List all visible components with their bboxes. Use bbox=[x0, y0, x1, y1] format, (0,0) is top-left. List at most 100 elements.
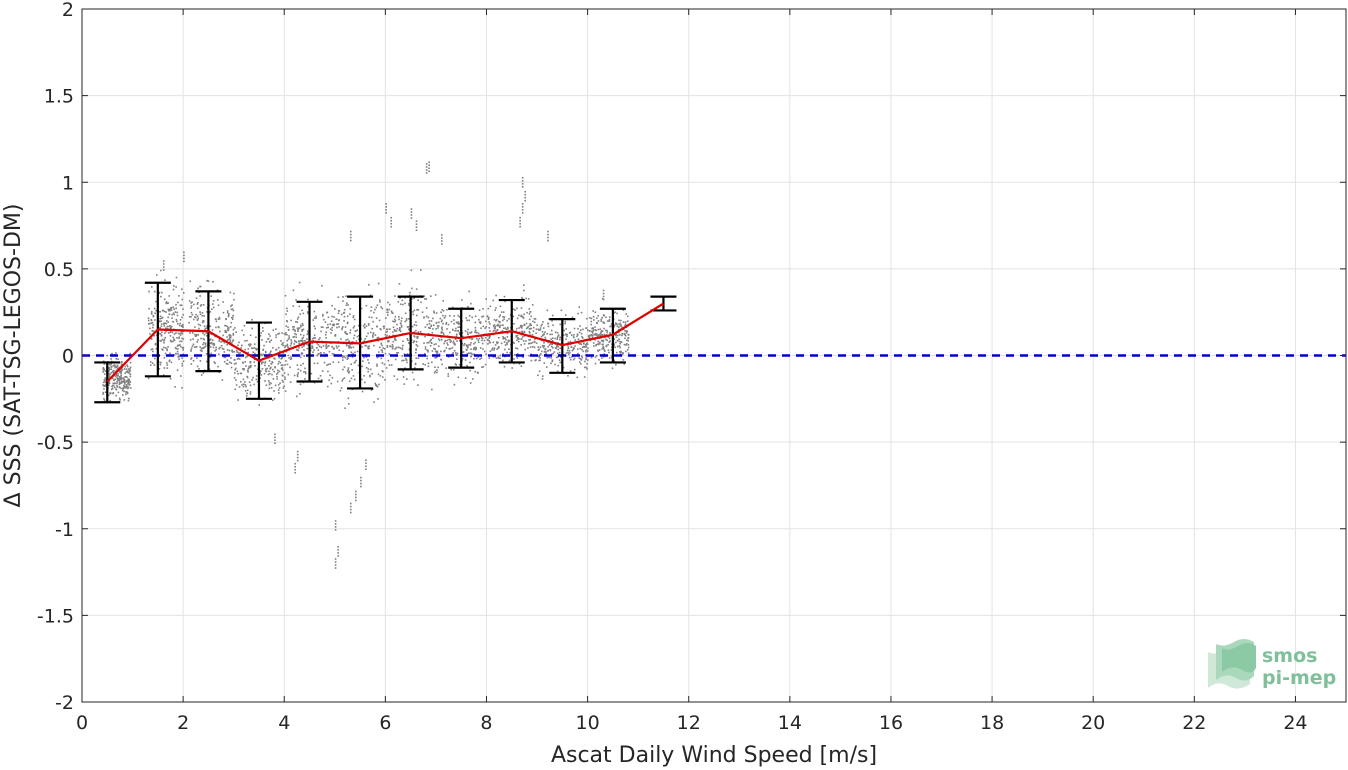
scatter-point bbox=[190, 357, 193, 359]
scatter-point bbox=[110, 368, 113, 370]
scatter-point bbox=[183, 257, 185, 260]
scatter-point bbox=[377, 282, 380, 285]
scatter-point bbox=[433, 347, 435, 350]
scatter-point bbox=[338, 319, 340, 322]
scatter-point bbox=[390, 222, 393, 225]
scatter-point bbox=[320, 352, 322, 354]
scatter-point bbox=[415, 321, 417, 323]
scatter-point bbox=[199, 360, 202, 362]
scatter-point bbox=[129, 381, 132, 383]
scatter-point bbox=[330, 320, 333, 322]
scatter-point bbox=[171, 331, 174, 334]
scatter-point bbox=[165, 327, 167, 329]
scatter-point bbox=[538, 359, 540, 362]
scatter-point bbox=[333, 323, 335, 326]
scatter-point bbox=[371, 372, 373, 375]
scatter-point bbox=[152, 324, 155, 326]
scatter-point bbox=[624, 321, 627, 323]
scatter-point bbox=[504, 348, 506, 351]
scatter-point bbox=[180, 325, 183, 328]
scatter-point bbox=[580, 355, 583, 358]
scatter-point bbox=[535, 332, 537, 335]
scatter-point bbox=[227, 329, 229, 332]
scatter-point bbox=[262, 330, 264, 332]
scatter-point bbox=[544, 348, 546, 350]
scatter-point bbox=[436, 324, 439, 327]
scatter-point bbox=[564, 322, 566, 325]
scatter-point bbox=[538, 329, 540, 331]
scatter-point bbox=[395, 352, 398, 354]
x-tick-label: 18 bbox=[980, 712, 1004, 734]
scatter-point bbox=[620, 319, 622, 322]
scatter-point bbox=[464, 377, 467, 379]
scatter-point bbox=[155, 309, 158, 312]
scatter-point bbox=[125, 384, 128, 386]
scatter-point bbox=[372, 320, 374, 323]
scatter-point bbox=[331, 326, 334, 329]
scatter-point bbox=[447, 375, 450, 377]
scatter-point bbox=[515, 330, 518, 333]
scatter-point bbox=[233, 292, 235, 295]
scatter-point bbox=[182, 360, 185, 363]
scatter-point bbox=[539, 327, 542, 329]
scatter-point bbox=[606, 339, 609, 342]
scatter-point bbox=[111, 352, 113, 355]
scatter-point bbox=[438, 339, 441, 342]
scatter-point bbox=[238, 386, 241, 388]
scatter-point bbox=[509, 352, 511, 354]
scatter-point bbox=[235, 367, 237, 370]
scatter-point bbox=[521, 336, 524, 338]
scatter-point bbox=[278, 356, 280, 359]
scatter-point bbox=[172, 306, 174, 309]
scatter-point bbox=[287, 338, 290, 340]
scatter-point bbox=[488, 335, 491, 337]
scatter-point bbox=[458, 363, 461, 366]
scatter-point bbox=[585, 349, 588, 351]
scatter-point bbox=[602, 345, 605, 348]
scatter-point bbox=[203, 338, 206, 341]
scatter-point bbox=[289, 344, 292, 347]
scatter-point bbox=[211, 303, 214, 305]
scatter-point bbox=[112, 392, 115, 394]
scatter-point bbox=[404, 320, 407, 323]
scatter-point bbox=[585, 354, 587, 357]
scatter-point bbox=[489, 323, 491, 325]
scatter-point bbox=[166, 320, 168, 322]
scatter-point bbox=[217, 365, 219, 368]
scatter-point bbox=[500, 311, 503, 313]
scatter-point bbox=[297, 349, 300, 352]
scatter-point bbox=[501, 319, 504, 322]
scatter-point bbox=[233, 372, 236, 374]
scatter-point bbox=[428, 341, 430, 344]
scatter-point bbox=[236, 370, 239, 373]
scatter-point bbox=[104, 379, 106, 381]
scatter-point bbox=[479, 347, 482, 349]
scatter-point bbox=[153, 364, 156, 366]
scatter-point bbox=[579, 325, 581, 327]
scatter-point bbox=[203, 320, 205, 323]
scatter-point bbox=[180, 304, 183, 307]
scatter-point bbox=[319, 374, 322, 377]
scatter-point bbox=[120, 370, 123, 373]
scatter-point bbox=[369, 375, 371, 378]
scatter-point bbox=[523, 343, 526, 345]
scatter-point bbox=[189, 338, 192, 341]
scatter-point bbox=[391, 312, 394, 315]
scatter-point bbox=[172, 320, 174, 323]
scatter-point bbox=[467, 305, 469, 308]
scatter-point bbox=[282, 381, 284, 383]
scatter-point bbox=[196, 319, 199, 321]
scatter-point bbox=[381, 376, 384, 378]
scatter-point bbox=[327, 316, 330, 319]
scatter-point bbox=[440, 243, 443, 245]
scatter-point bbox=[343, 377, 346, 379]
x-tick-label: 0 bbox=[76, 712, 88, 734]
scatter-point bbox=[103, 399, 106, 402]
scatter-point bbox=[256, 380, 259, 383]
scatter-point bbox=[203, 346, 206, 349]
scatter-point bbox=[516, 357, 519, 359]
scatter-point bbox=[318, 352, 320, 355]
scatter-point bbox=[480, 357, 483, 359]
scatter-point bbox=[436, 352, 438, 354]
scatter-point bbox=[464, 359, 467, 361]
